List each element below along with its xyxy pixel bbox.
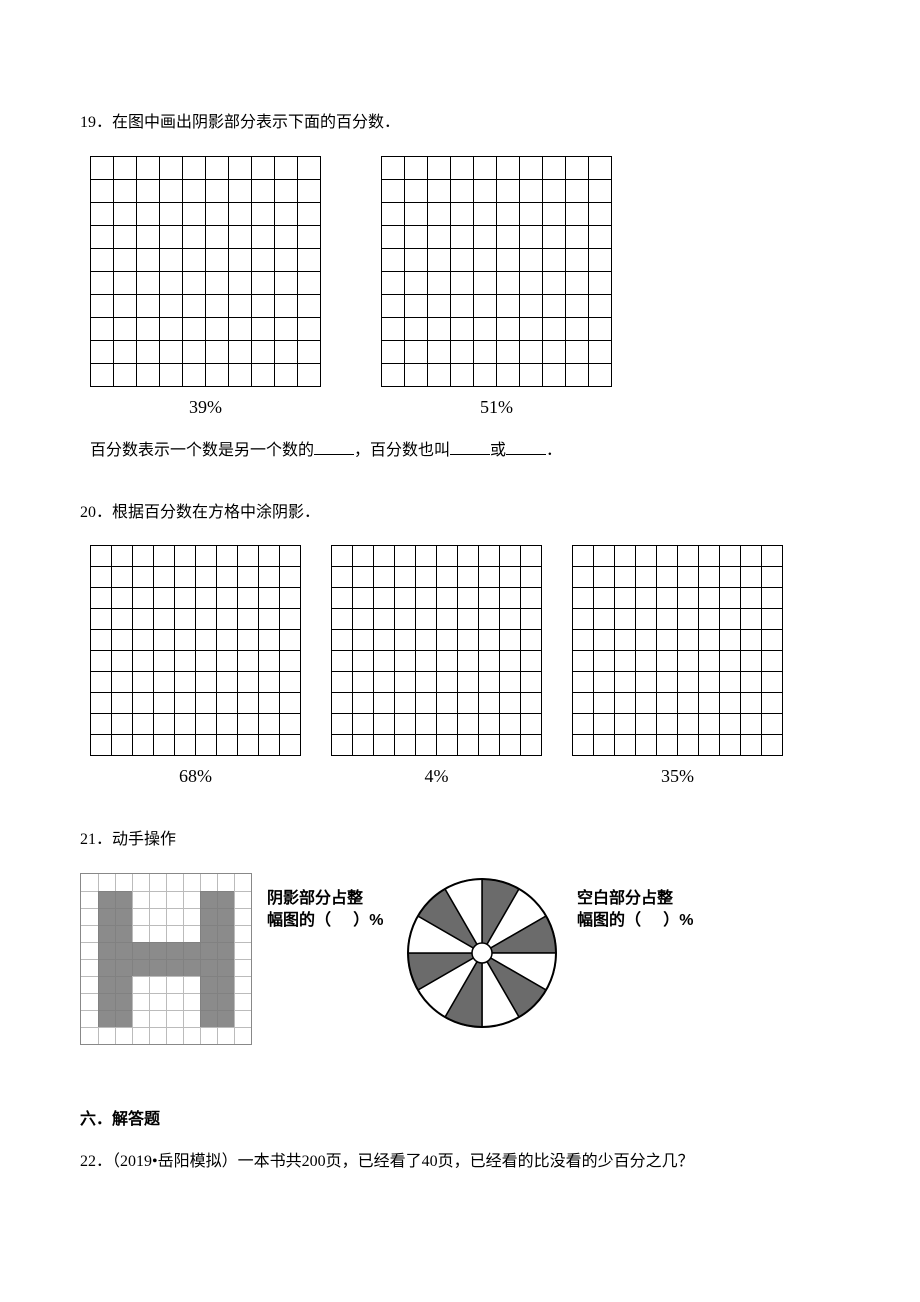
grid-10x10	[331, 545, 542, 756]
ann1-l2-pre: 幅图的（	[267, 912, 331, 929]
q22-source: （2019•岳阳模拟）	[112, 1153, 238, 1170]
section-6-title: 六．解答题	[80, 1105, 840, 1129]
q20-grid-3: 35%	[572, 545, 783, 787]
q19-fill-mid2: 或	[490, 442, 506, 459]
ann2-l2-pre: 幅图的（	[577, 912, 641, 929]
ann1-l1: 阴影部分占整	[267, 890, 363, 907]
q19-fill-mid1: ，百分数也叫	[354, 442, 450, 459]
grid-10x10	[90, 156, 321, 387]
grid-10x10	[90, 545, 301, 756]
q19-prompt: 19．在图中画出阴影部分表示下面的百分数．	[80, 110, 840, 136]
q20-grid1-label: 68%	[179, 766, 212, 787]
q22-number: 22．	[80, 1153, 112, 1170]
q19-fill-end: ．	[546, 442, 562, 459]
q20-number: 20．	[80, 504, 112, 521]
q20-grid2-label: 4%	[425, 766, 449, 787]
q19-grids: 39% 51%	[90, 156, 840, 418]
blank-1[interactable]	[314, 438, 354, 455]
q19-grid2-label: 51%	[480, 397, 513, 418]
q19-grid1-label: 39%	[189, 397, 222, 418]
q19-prompt-text: 在图中画出阴影部分表示下面的百分数．	[112, 114, 400, 131]
q19-number: 19．	[80, 114, 112, 131]
q21-h-grid	[80, 873, 252, 1045]
q20-grid3-label: 35%	[661, 766, 694, 787]
ann2-l2-post: ）%	[663, 912, 693, 929]
q22-line: 22．（2019•岳阳模拟）一本书共200页，已经看了40页，已经看的比没看的少…	[80, 1149, 840, 1175]
q19-fill-pre: 百分数表示一个数是另一个数的	[90, 442, 314, 459]
q21-ann-right: 空白部分占整 幅图的（ ）%	[577, 888, 697, 933]
q19-fill-sentence: 百分数表示一个数是另一个数的 ，百分数也叫 或 ．	[90, 436, 840, 460]
ann2-l1: 空白部分占整	[577, 890, 673, 907]
q20-grid-2: 4%	[331, 545, 542, 787]
grid-10x10	[572, 545, 783, 756]
q21-figures: 阴影部分占整 幅图的（ ）% 空白部分占整 幅图的（ ）%	[80, 873, 840, 1045]
q22-text: 一本书共200页，已经看了40页，已经看的比没看的少百分之几？	[238, 1153, 694, 1170]
ann1-l2-post: ）%	[353, 912, 383, 929]
q20-prompt-text: 根据百分数在方格中涂阴影．	[112, 504, 320, 521]
grid-10x10	[381, 156, 612, 387]
q19-grid-1: 39%	[90, 156, 321, 418]
q21-prompt: 21．动手操作	[80, 827, 840, 853]
q20-grid-1: 68%	[90, 545, 301, 787]
q21-prompt-text: 动手操作	[112, 831, 176, 848]
q21-number: 21．	[80, 831, 112, 848]
blank-2[interactable]	[450, 438, 490, 455]
q20-grids: 68% 4% 35%	[90, 545, 840, 787]
blank-3[interactable]	[506, 438, 546, 455]
q19-grid-2: 51%	[381, 156, 612, 418]
q21-ann-left: 阴影部分占整 幅图的（ ）%	[267, 888, 387, 933]
q21-pie	[402, 873, 562, 1033]
q20-prompt: 20．根据百分数在方格中涂阴影．	[80, 500, 840, 526]
